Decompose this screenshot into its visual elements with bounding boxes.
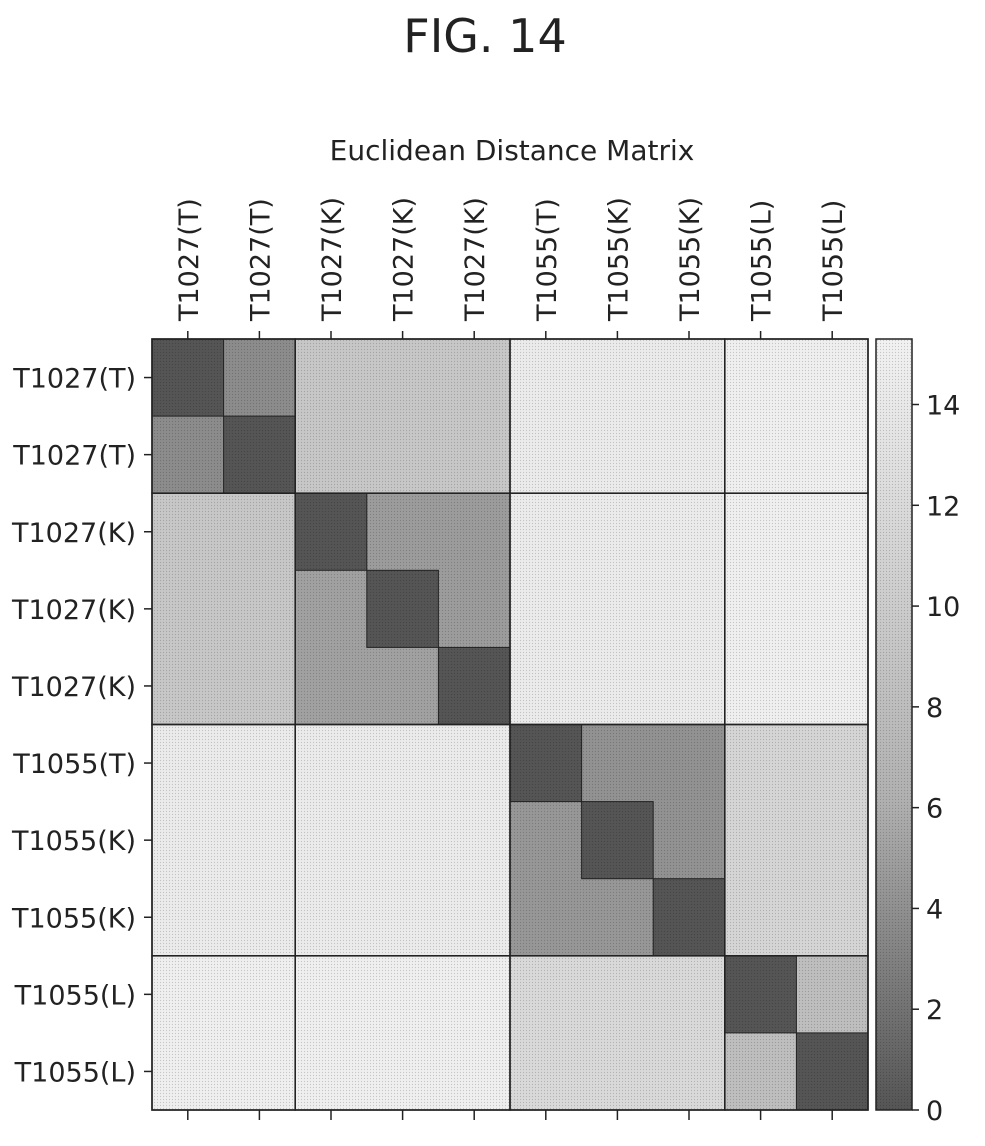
row-tick-label: T1055(K) xyxy=(11,903,136,934)
row-tick-label: T1027(K) xyxy=(11,518,136,549)
diagonal-cell-border xyxy=(366,569,439,648)
axis-ticks xyxy=(144,331,833,1120)
colorbar-tick-label: 8 xyxy=(926,693,943,724)
cluster-boundaries xyxy=(151,338,869,1111)
colorbar-tick-label: 4 xyxy=(926,894,943,925)
diagonal-cell-border xyxy=(581,801,654,880)
colorbar-tick-label: 6 xyxy=(926,794,943,825)
column-tick-label: T1027(K) xyxy=(317,197,348,322)
row-tick-label: T1055(K) xyxy=(11,826,136,857)
row-tick-label: T1055(T) xyxy=(12,749,136,780)
row-tick-label: T1055(L) xyxy=(14,980,136,1011)
colorbar-frame xyxy=(875,338,913,1111)
row-tick-label: T1027(T) xyxy=(12,441,136,472)
plot-frame xyxy=(151,338,869,1111)
chart-title: Euclidean Distance Matrix xyxy=(330,134,695,167)
colorbar: 0 2 4 6 8 10 12 14 xyxy=(875,338,960,1127)
figure-label: FIG. 14 xyxy=(403,9,566,63)
row-tick-label: T1055(L) xyxy=(14,1057,136,1088)
row-tick-label: T1027(K) xyxy=(11,595,136,626)
colorbar-tick-label: 0 xyxy=(926,1096,943,1127)
colorbar-tick-label: 12 xyxy=(926,491,960,522)
column-tick-label: T1055(K) xyxy=(675,197,706,322)
row-tick-label: T1027(T) xyxy=(12,364,136,395)
row-tick-labels: T1027(T) T1027(T) T1027(K) T1027(K) T1027(K)… xyxy=(11,364,136,1089)
colorbar-texture xyxy=(876,339,912,1110)
column-tick-label: T1027(K) xyxy=(389,197,420,322)
colorbar-tick-label: 14 xyxy=(926,391,960,422)
column-tick-label: T1055(L) xyxy=(747,200,778,322)
colorbar-tick-label: 10 xyxy=(926,592,960,623)
column-tick-label: T1027(K) xyxy=(460,197,491,322)
column-tick-labels: T1027(T) T1027(T) T1027(K) T1027(K) T1027(K)… xyxy=(174,197,849,322)
column-tick-label: T1027(T) xyxy=(174,198,205,322)
row-tick-label: T1027(K) xyxy=(11,672,136,703)
column-tick-label: T1055(K) xyxy=(603,197,634,322)
column-tick-label: T1055(L) xyxy=(818,200,849,322)
colorbar-tick-label: 2 xyxy=(926,995,943,1026)
column-tick-label: T1027(T) xyxy=(245,198,276,322)
column-tick-label: T1055(T) xyxy=(532,198,563,322)
colorbar-ticks: 0 2 4 6 8 10 12 14 xyxy=(912,391,960,1127)
